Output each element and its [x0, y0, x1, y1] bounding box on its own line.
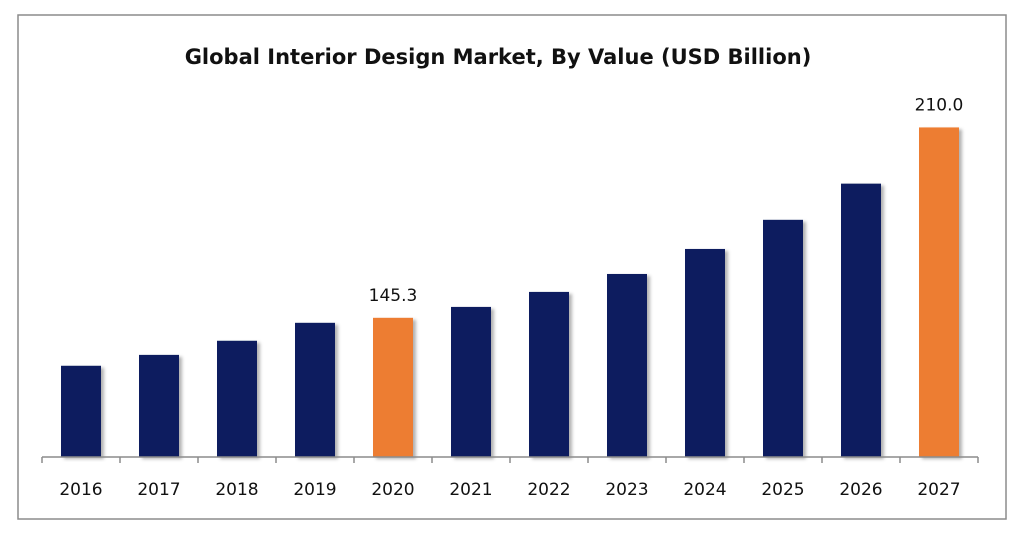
- x-tick-label: 2016: [59, 480, 102, 500]
- bar: [373, 317, 413, 457]
- bar: [529, 291, 569, 457]
- x-tick-label: 2020: [371, 480, 414, 500]
- bar: [61, 365, 101, 457]
- bar: [295, 322, 335, 457]
- bar: [919, 127, 959, 457]
- bar: [841, 183, 881, 458]
- x-tick-label: 2023: [605, 480, 648, 500]
- bar: [139, 354, 179, 457]
- x-tick-label: 2024: [683, 480, 726, 500]
- x-tick-label: 2021: [449, 480, 492, 500]
- x-tick-label: 2019: [293, 480, 336, 500]
- bar: [763, 219, 803, 457]
- x-tick-label: 2018: [215, 480, 258, 500]
- x-tick-label: 2027: [917, 480, 960, 500]
- bar: [685, 248, 725, 457]
- x-tick-label: 2022: [527, 480, 570, 500]
- x-tick-label: 2026: [839, 480, 882, 500]
- bar: [607, 273, 647, 457]
- x-tick-label: 2017: [137, 480, 180, 500]
- bar: [451, 306, 491, 457]
- chart-title: Global Interior Design Market, By Value …: [185, 45, 812, 69]
- data-label: 145.3: [369, 286, 418, 306]
- x-tick-label: 2025: [761, 480, 804, 500]
- bar: [217, 340, 257, 457]
- data-label: 210.0: [915, 95, 964, 115]
